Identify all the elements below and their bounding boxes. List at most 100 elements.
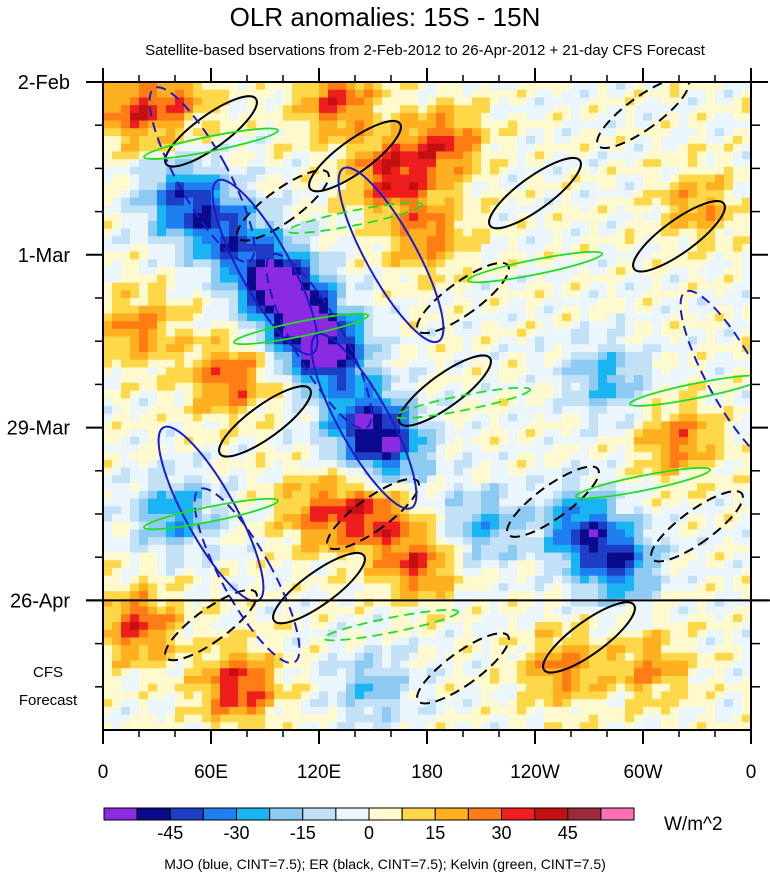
olr-cell (391, 244, 401, 253)
olr-cell (571, 560, 581, 569)
olr-cell (427, 568, 437, 577)
olr-cell (661, 429, 671, 438)
olr-cell (562, 82, 572, 91)
olr-cell (166, 413, 176, 422)
olr-cell (328, 197, 338, 206)
olr-cell (202, 328, 212, 337)
olr-cell (436, 120, 446, 129)
olr-cell (409, 490, 419, 499)
olr-cell (265, 236, 275, 245)
olr-cell (517, 460, 527, 469)
olr-cell (598, 460, 608, 469)
olr-cell (391, 336, 401, 345)
olr-cell (328, 537, 338, 546)
olr-cell (292, 429, 302, 438)
olr-cell (382, 213, 392, 222)
olr-cell (373, 429, 383, 438)
olr-cell (481, 483, 491, 492)
olr-cell (463, 452, 473, 461)
olr-cell (571, 105, 581, 114)
olr-cell (643, 375, 653, 384)
olr-cell (553, 429, 563, 438)
olr-cell (139, 174, 149, 183)
olr-cell (526, 151, 536, 160)
olr-cell (418, 267, 428, 276)
olr-cell (202, 336, 212, 345)
olr-cell (256, 205, 266, 214)
olr-cell (625, 105, 635, 114)
olr-cell (670, 344, 680, 353)
olr-cell (220, 382, 230, 391)
olr-cell (436, 514, 446, 523)
olr-cell (490, 344, 500, 353)
olr-cell (355, 575, 365, 584)
olr-cell (472, 282, 482, 291)
olr-cell (526, 97, 536, 106)
olr-cell (247, 614, 257, 623)
olr-cell (157, 406, 167, 415)
olr-cell (562, 352, 572, 361)
olr-cell (265, 213, 275, 222)
olr-cell (418, 290, 428, 299)
olr-cell (445, 251, 455, 260)
olr-cell (544, 190, 554, 199)
olr-cell (184, 313, 194, 322)
olr-cell (589, 498, 599, 507)
olr-cell (463, 398, 473, 407)
olr-cell (481, 213, 491, 222)
olr-cell (103, 421, 113, 430)
olr-cell (697, 97, 707, 106)
olr-cell (229, 220, 239, 229)
olr-cell (715, 483, 725, 492)
olr-cell (508, 197, 518, 206)
olr-cell (661, 282, 671, 291)
olr-cell (733, 236, 743, 245)
olr-cell (616, 359, 626, 368)
olr-cell (373, 560, 383, 569)
olr-cell (301, 367, 311, 376)
olr-cell (184, 452, 194, 461)
olr-cell (589, 598, 599, 607)
olr-cell (553, 382, 563, 391)
olr-cell (220, 298, 230, 307)
olr-cell (706, 336, 716, 345)
olr-cell (625, 444, 635, 453)
olr-cell (121, 182, 131, 191)
olr-cell (211, 282, 221, 291)
olr-cell (571, 352, 581, 361)
olr-cell (427, 506, 437, 515)
olr-cell (616, 166, 626, 175)
olr-cell (553, 544, 563, 553)
olr-cell (211, 82, 221, 91)
olr-cell (265, 328, 275, 337)
olr-cell (589, 568, 599, 577)
olr-cell (292, 421, 302, 430)
olr-cell (508, 298, 518, 307)
olr-cell (409, 97, 419, 106)
olr-cell (508, 97, 518, 106)
olr-cell (535, 390, 545, 399)
olr-cell (724, 305, 734, 314)
olr-cell (463, 313, 473, 322)
olr-cell (580, 591, 590, 600)
olr-cell (121, 529, 131, 538)
olr-cell (688, 82, 698, 91)
olr-cell (319, 267, 329, 276)
olr-cell (643, 136, 653, 145)
olr-cell (445, 444, 455, 453)
olr-cell (544, 97, 554, 106)
olr-cell (139, 166, 149, 175)
olr-cell (679, 444, 689, 453)
olr-cell (391, 560, 401, 569)
olr-cell (175, 483, 185, 492)
olr-cell (211, 89, 221, 98)
olr-cell (256, 560, 266, 569)
olr-cell (562, 560, 572, 569)
olr-cell (598, 413, 608, 422)
olr-cell (463, 506, 473, 515)
olr-cell (391, 352, 401, 361)
olr-cell (688, 213, 698, 222)
olr-cell (346, 591, 356, 600)
olr-cell (112, 568, 122, 577)
olr-cell (436, 490, 446, 499)
